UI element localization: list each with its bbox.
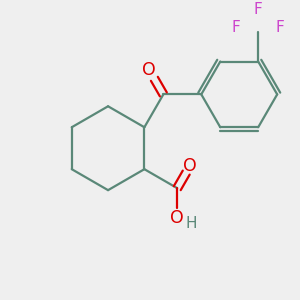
- Text: O: O: [142, 61, 156, 79]
- Text: H: H: [185, 216, 197, 231]
- Text: O: O: [183, 157, 197, 175]
- Text: F: F: [276, 20, 285, 35]
- Text: O: O: [170, 209, 184, 227]
- Text: F: F: [254, 2, 262, 17]
- Text: F: F: [232, 20, 241, 35]
